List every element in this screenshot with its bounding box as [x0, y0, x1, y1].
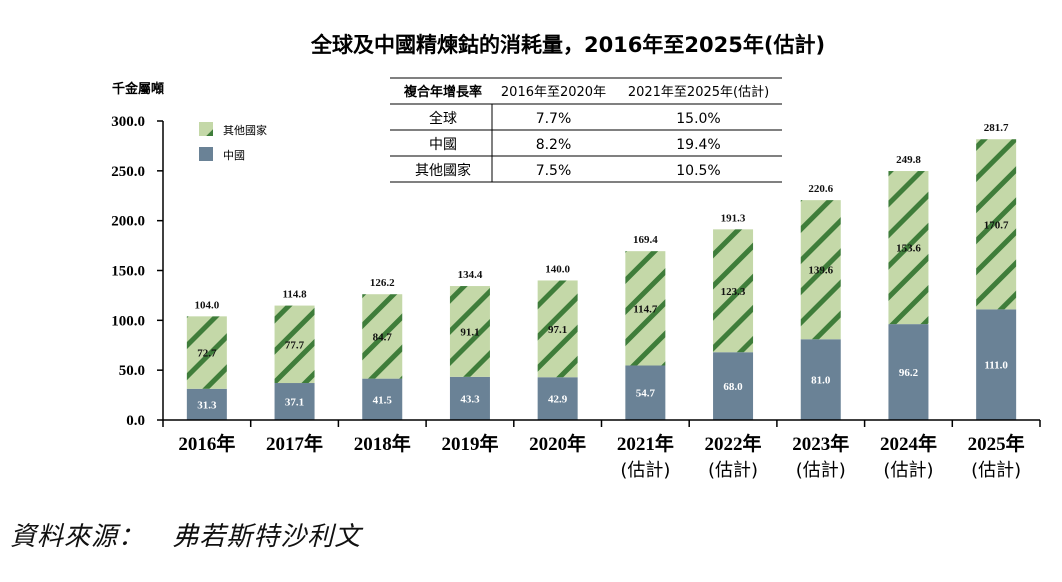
data-label-total: 104.0 — [194, 299, 219, 311]
data-label-china: 96.2 — [899, 367, 919, 379]
bar-other-countries — [713, 229, 754, 353]
y-tick-label: 150.0 — [111, 264, 145, 280]
x-tick-label: (估計) — [708, 460, 758, 481]
cagr-cell: 7.7% — [536, 111, 572, 127]
x-tick-label: 2021年 — [617, 432, 674, 455]
legend-swatch-other-countries — [199, 122, 213, 136]
chart-title: 全球及中國精煉鈷的消耗量，2016年至2025年(估計) — [310, 33, 825, 57]
data-label-total: 191.3 — [721, 212, 746, 224]
data-label-other-countries: 77.7 — [285, 339, 305, 351]
cagr-header-cell: 2016年至2020年 — [501, 85, 606, 100]
y-axis-unit-label: 千金屬噸 — [112, 81, 164, 97]
bar-china — [362, 378, 403, 420]
data-label-total: 169.4 — [633, 234, 658, 246]
data-label-china: 31.3 — [197, 399, 217, 411]
bar-other-countries — [800, 200, 841, 340]
data-label-total: 134.4 — [458, 269, 483, 281]
bar-china — [713, 352, 754, 420]
bar-china — [186, 388, 227, 420]
x-tick-label: 2022年 — [705, 432, 762, 455]
y-tick-label: 0.0 — [126, 413, 145, 429]
data-label-total: 114.8 — [282, 289, 307, 301]
data-label-other-countries: 123.3 — [721, 286, 746, 298]
bar-china — [449, 376, 490, 420]
x-tick-label: 2020年 — [529, 432, 586, 455]
x-tick-label: 2017年 — [266, 432, 323, 455]
bar-other-countries — [976, 139, 1017, 310]
data-label-other-countries: 84.7 — [373, 331, 393, 343]
data-label-other-countries: 139.6 — [808, 265, 833, 277]
data-label-china: 68.0 — [723, 381, 743, 393]
bars-group: 31.3 72.7 104.0 37.1 77.7 114.8 41.5 84.7 126.2 4… — [186, 122, 1017, 420]
bar-other-countries — [625, 251, 666, 366]
data-label-total: 220.6 — [808, 183, 833, 195]
bar-other-countries — [537, 280, 578, 378]
data-label-other-countries: 114.7 — [633, 303, 658, 315]
data-label-other-countries: 170.7 — [984, 219, 1009, 231]
y-tick-label: 200.0 — [111, 214, 145, 230]
cagr-cell: 其他國家 — [415, 162, 471, 179]
y-tick-label: 300.0 — [111, 114, 145, 130]
data-label-china: 54.7 — [636, 388, 656, 400]
cagr-cell: 10.5% — [676, 163, 720, 179]
cagr-header-cell: 複合年增長率 — [403, 84, 482, 100]
cagr-cell: 15.0% — [676, 111, 720, 127]
bar-other-countries — [186, 316, 227, 389]
y-tick-label: 100.0 — [111, 313, 145, 329]
data-label-china: 81.0 — [811, 375, 831, 387]
x-axis: 2016年 2017年 2018年 2019年 2020年 2021年 (估計) 2022年 (… — [162, 419, 1041, 481]
data-label-china: 41.5 — [373, 394, 393, 406]
bar-china — [537, 377, 578, 420]
bar-china — [888, 324, 929, 420]
cagr-cell: 8.2% — [536, 137, 572, 153]
bar-china — [274, 383, 315, 420]
y-tick-label: 50.0 — [119, 363, 145, 379]
data-label-china: 111.0 — [984, 360, 1008, 372]
data-label-total: 140.0 — [545, 263, 570, 275]
data-label-china: 43.3 — [460, 393, 480, 405]
data-label-total: 249.8 — [896, 154, 921, 166]
legend-label-china: 中國 — [223, 149, 245, 162]
bar-other-countries — [449, 286, 490, 377]
cagr-cell: 中國 — [429, 137, 457, 153]
bar-other-countries — [274, 305, 315, 384]
bar-china — [800, 339, 841, 420]
x-tick-label: 2016年 — [178, 432, 235, 455]
cagr-cell: 7.5% — [536, 163, 572, 179]
data-label-china: 37.1 — [285, 397, 304, 409]
chart-canvas: 全球及中國精煉鈷的消耗量，2016年至2025年(估計) 千金屬噸 0.0 50.… — [111, 33, 1041, 481]
bar-china — [625, 365, 666, 420]
data-label-total: 126.2 — [370, 277, 395, 289]
bar-china — [976, 309, 1017, 420]
data-label-other-countries: 97.1 — [548, 324, 567, 336]
x-tick-label: 2024年 — [880, 432, 937, 455]
y-tick-label: 250.0 — [111, 164, 145, 180]
x-tick-label: 2025年 — [968, 432, 1025, 455]
x-tick-label: (估計) — [620, 460, 670, 481]
source-text: 弗若斯特沙利文 — [172, 522, 362, 552]
y-axis: 0.0 50.0 100.0 150.0 200.0 250.0 300.0 — [111, 114, 164, 429]
x-tick-label: (估計) — [971, 460, 1021, 481]
cagr-cell: 全球 — [429, 110, 457, 127]
cagr-header-cell: 2021年至2025年(估計) — [628, 84, 769, 100]
data-label-other-countries: 153.6 — [896, 243, 921, 255]
x-tick-label: 2018年 — [354, 432, 411, 455]
bar-other-countries — [362, 294, 403, 379]
cagr-cell: 19.4% — [676, 137, 720, 153]
data-label-other-countries: 91.1 — [460, 326, 479, 338]
bar-other-countries — [888, 171, 929, 325]
cagr-table: 複合年增長率 2016年至2020年 2021年至2025年(估計) 全球 7.7% 15… — [390, 77, 782, 183]
x-tick-label: (估計) — [883, 460, 933, 481]
x-tick-label: 2019年 — [441, 432, 498, 455]
x-tick-label: (估計) — [796, 460, 846, 481]
legend: 其他國家 中國 — [199, 122, 267, 162]
data-label-total: 281.7 — [984, 122, 1009, 134]
legend-label-other-countries: 其他國家 — [223, 123, 267, 137]
source-label: 資料來源： — [10, 522, 146, 552]
data-label-china: 42.9 — [548, 394, 568, 406]
data-label-other-countries: 72.7 — [197, 348, 217, 360]
legend-swatch-china — [199, 147, 213, 161]
source-note: 資料來源： 弗若斯特沙利文 — [10, 516, 361, 553]
x-tick-label: 2023年 — [792, 432, 849, 455]
